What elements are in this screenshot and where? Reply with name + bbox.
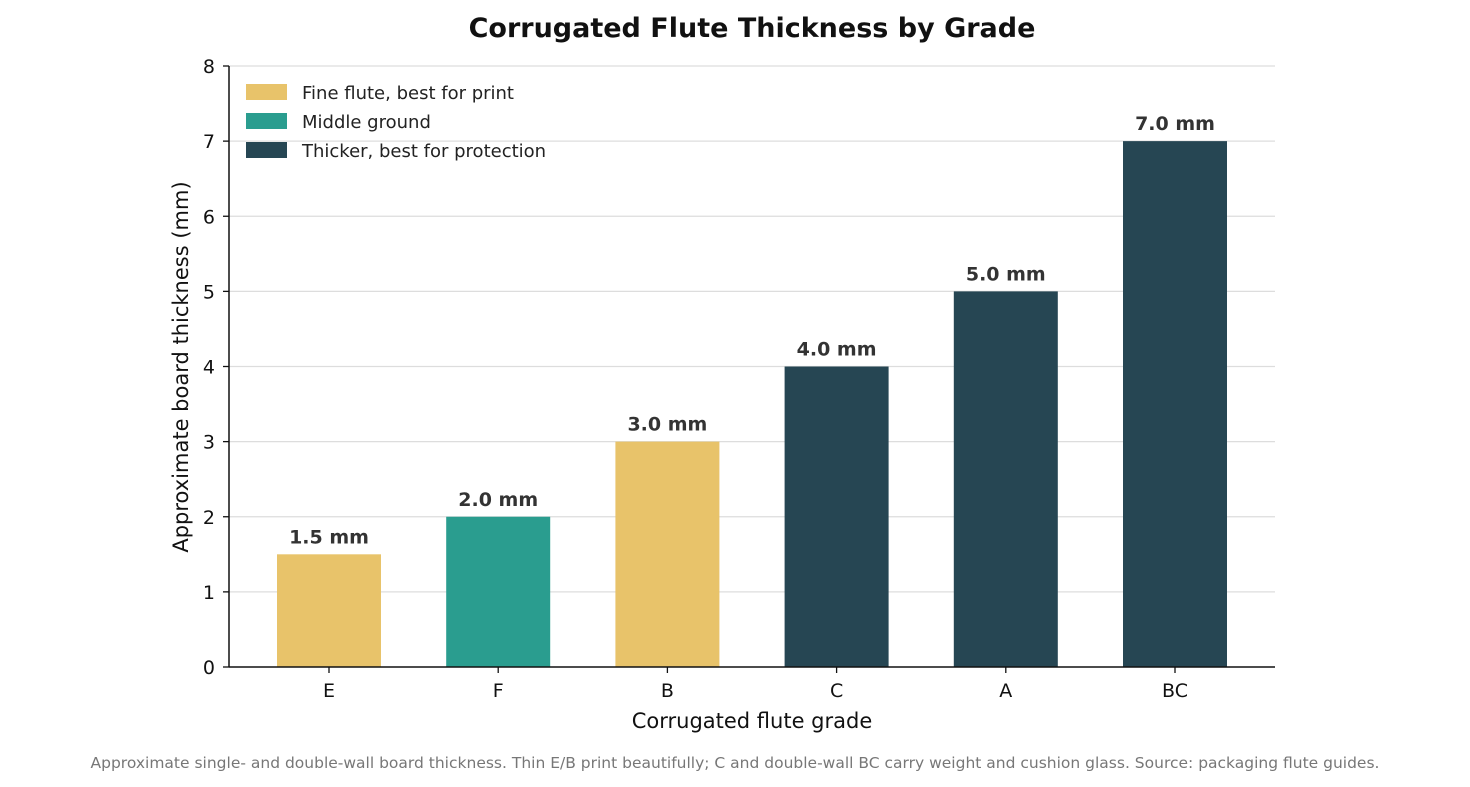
data-label: 4.0 mm [797, 339, 877, 361]
gridlines [229, 65, 1275, 593]
x-tick-label: E [323, 680, 335, 702]
x-tick-label: F [493, 680, 504, 702]
bar-b [615, 441, 720, 667]
y-tick-label: 2 [203, 507, 215, 529]
x-tick-label: C [830, 680, 843, 702]
y-tick-label: 7 [203, 131, 215, 153]
legend-swatch-middle [246, 113, 287, 129]
legend-swatch-thick [246, 142, 287, 158]
y-tick-label: 4 [203, 357, 215, 379]
bar-a [953, 291, 1058, 667]
bars [277, 141, 1227, 667]
x-tick-label: BC [1162, 680, 1188, 702]
bar-f [446, 516, 551, 667]
data-label: 2.0 mm [458, 489, 538, 511]
y-tick-label: 3 [203, 432, 215, 454]
chart-title: Corrugated Flute Thickness by Grade [469, 13, 1036, 44]
legend-swatch-fine [246, 84, 287, 100]
data-label: 1.5 mm [289, 526, 369, 548]
y-axis-label: Approximate board thickness (mm) [169, 181, 193, 552]
y-tick-label: 6 [203, 206, 215, 228]
data-label: 3.0 mm [627, 414, 707, 436]
legend-label-middle: Middle ground [302, 112, 431, 133]
x-axis-label: Corrugated flute grade [632, 709, 873, 733]
bar-e [277, 554, 381, 667]
chart-caption: Approximate single- and double-wall boar… [91, 754, 1380, 772]
y-tick-label: 5 [203, 281, 215, 303]
legend-label-fine: Fine flute, best for print [302, 83, 514, 104]
bar-c [784, 366, 889, 667]
data-labels: 1.5 mm 2.0 mm 3.0 mm 4.0 mm 5.0 mm 7.0 mm [289, 113, 1215, 548]
data-label: 5.0 mm [966, 263, 1046, 285]
x-tick-label: A [999, 680, 1012, 702]
data-label: 7.0 mm [1135, 113, 1215, 135]
y-tick-label: 8 [203, 56, 215, 78]
bar-bc [1123, 141, 1227, 667]
y-tick-label: 1 [203, 582, 215, 604]
y-tick-label: 0 [203, 657, 215, 679]
x-ticks: E F B C A BC [323, 667, 1188, 702]
legend-label-thick: Thicker, best for protection [301, 141, 546, 162]
y-ticks: 0 1 2 3 4 5 6 7 8 [203, 56, 229, 679]
legend: Fine flute, best for print Middle ground T… [246, 83, 546, 162]
x-tick-label: B [661, 680, 674, 702]
